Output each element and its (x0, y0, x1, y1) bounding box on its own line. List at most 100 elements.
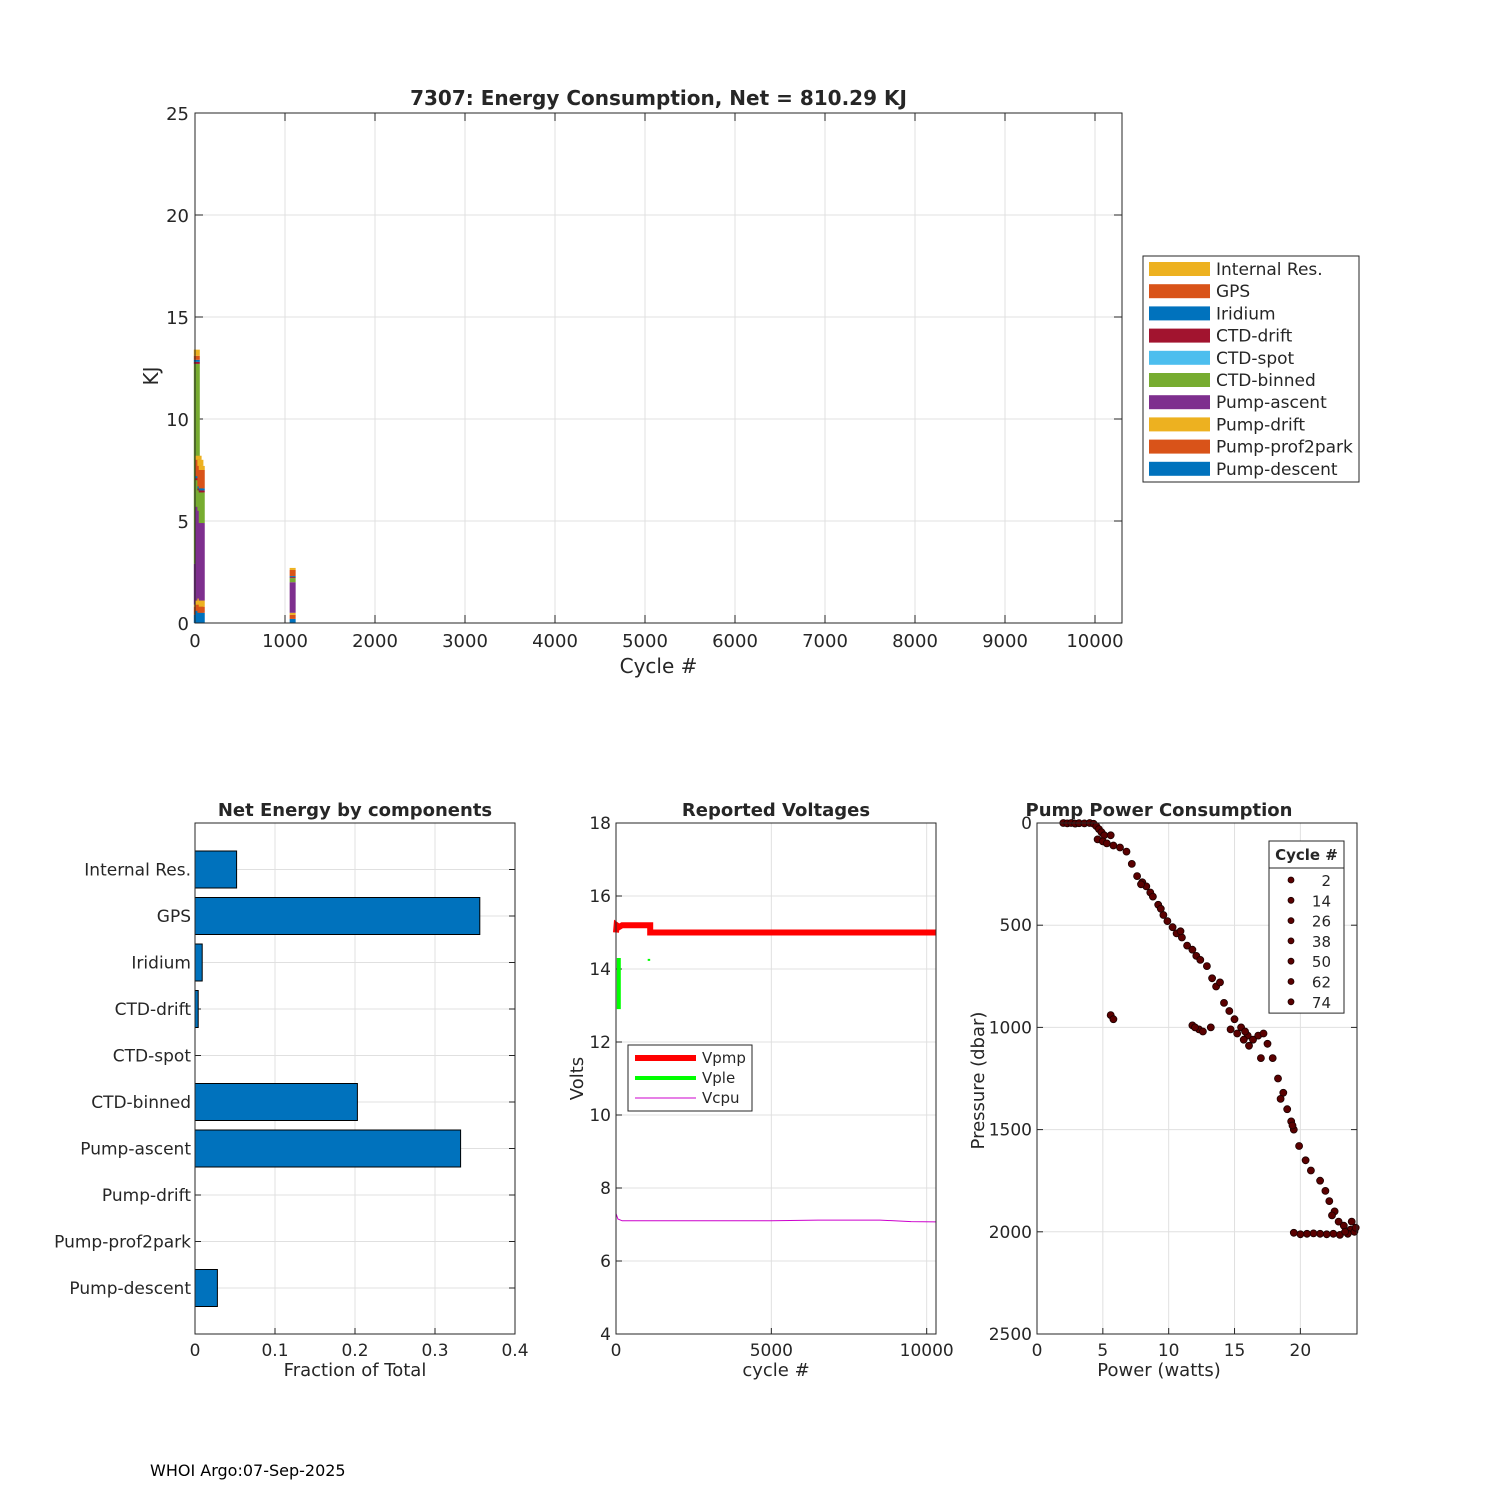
voltages-chart: 0 5000 10000 4 6 8 10 12 14 16 18 Reported Voltages… (567, 800, 954, 1381)
scatter-point (1163, 917, 1172, 925)
scatter-point (1176, 927, 1185, 936)
category-label: CTD-spot (113, 1047, 192, 1067)
y-tick-label: 4 (600, 1325, 611, 1345)
scatter-point (1137, 880, 1145, 889)
legend-label: 50 (1312, 953, 1331, 971)
components-frame (194, 822, 516, 1335)
scatter-point (1191, 1023, 1199, 1032)
legend-label: 14 (1312, 892, 1331, 910)
legend-marker (1287, 978, 1295, 985)
category-label: Pump-descent (69, 1279, 191, 1299)
scatter-point (1206, 1023, 1215, 1032)
scatter-point (1208, 974, 1216, 983)
energy-bar-segment (193, 359, 200, 362)
scatter-point (1309, 1229, 1318, 1238)
legend-box (1268, 840, 1345, 1014)
legend-marker (1287, 957, 1295, 965)
energy-bar-segment (198, 612, 205, 623)
scatter-point (1316, 1176, 1324, 1185)
category-label: Pump-prof2park (54, 1233, 191, 1253)
scatter-point (1325, 1197, 1334, 1205)
legend-marker (1287, 876, 1295, 884)
x-tick-label: 1000 (262, 631, 308, 652)
scatter-point (1102, 839, 1111, 848)
category-label: Pump-drift (102, 1186, 191, 1206)
scatter-point (1328, 1211, 1336, 1220)
scatter-point (1203, 962, 1211, 970)
y-tick-label: 1500 (989, 1121, 1032, 1141)
energy-bar-segment (289, 569, 296, 577)
legend-label: Iridium (1216, 304, 1276, 324)
x-tick-label: 15 (1224, 1341, 1246, 1361)
component-bar (194, 1269, 218, 1307)
legend-label: 74 (1312, 994, 1331, 1012)
y-tick-label: 0 (1021, 814, 1032, 834)
energy-bar-segment (193, 349, 200, 356)
y-tick-label: 5 (178, 512, 189, 533)
energy-bar-segment (289, 582, 296, 613)
legend-label: Pump-ascent (1216, 393, 1327, 413)
legend-label: Pump-descent (1216, 460, 1338, 480)
scatter-point (1276, 1095, 1285, 1103)
voltages-legend: Vpmp Vple Vcpu (627, 1044, 753, 1112)
category-label: Iridium (131, 954, 191, 974)
scatter-point (1329, 1229, 1338, 1238)
legend-swatch (1149, 284, 1210, 299)
y-tick-label: 15 (166, 308, 189, 329)
y-tick-label: 20 (166, 206, 189, 227)
energy-bar-segment (289, 577, 296, 579)
energy-bar-segment (198, 488, 205, 491)
legend-label: Vpmp (702, 1049, 746, 1067)
energy-bar-segment (289, 618, 296, 623)
pump-legend: Cycle # 2 14 26 38 50 62 74 (1268, 840, 1345, 1014)
legend-label: GPS (1216, 282, 1250, 302)
component-bar (194, 897, 481, 935)
scatter-point (1289, 1228, 1298, 1237)
y-tick-label: 16 (589, 887, 611, 907)
energy-bar-segment (198, 490, 205, 493)
legend-marker (1287, 937, 1295, 945)
scatter-point (1183, 941, 1191, 950)
legend-label: 38 (1312, 933, 1331, 951)
legend-marker (1287, 917, 1295, 924)
energy-bar-segment (193, 355, 200, 360)
x-tick-label: 10000 (1066, 631, 1123, 652)
components-chart: 0 0.1 0.2 0.3 0.4 Internal Res. GPS Iridium CTD-… (54, 800, 528, 1381)
x-tick-label: 0.2 (341, 1341, 368, 1361)
x-tick-label: 0 (189, 631, 200, 652)
x-tick-label: 5000 (750, 1341, 793, 1361)
scatter-point (1188, 945, 1197, 954)
chart-title: Net Energy by components (218, 800, 492, 821)
scatter-point (1116, 843, 1124, 852)
legend-swatch (1149, 395, 1210, 410)
energy-bar-segment (198, 523, 205, 601)
scatter-point (1225, 1007, 1234, 1015)
scatter-point (1199, 1027, 1207, 1036)
scatter-point (1230, 1015, 1239, 1024)
legend-marker (1287, 998, 1295, 1006)
scatter-point (1122, 847, 1131, 856)
x-tick-label: 0 (190, 1341, 201, 1361)
scatter-point (1241, 1027, 1249, 1036)
legend-swatch (1149, 417, 1210, 432)
chart-title: Pump Power Consumption (1026, 800, 1293, 821)
x-tick-label: 5 (1097, 1341, 1108, 1361)
scatter-point (1296, 1230, 1305, 1239)
y-tick-label: 14 (589, 960, 611, 980)
scatter-point (1268, 1054, 1277, 1062)
legend-label: CTD-spot (1216, 349, 1295, 369)
scatter-point (1106, 831, 1115, 840)
legend-swatch (1149, 350, 1210, 365)
category-label: Pump-ascent (80, 1140, 191, 1160)
energy-bar-segment (198, 465, 205, 470)
scatter-point (1295, 1142, 1303, 1150)
energy-bar-segment (289, 576, 296, 578)
category-label: Internal Res. (84, 861, 191, 881)
x-tick-label: 10 (1158, 1341, 1180, 1361)
scatter-point (1322, 1230, 1331, 1239)
y-tick-label: 2500 (989, 1325, 1032, 1345)
energy-bar-segment (289, 612, 296, 615)
scatter-point (1239, 1035, 1248, 1044)
